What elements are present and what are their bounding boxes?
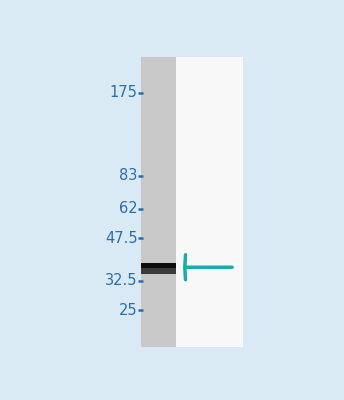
Text: 62: 62 — [119, 201, 138, 216]
Bar — [141, 268, 176, 274]
Text: 25: 25 — [119, 302, 138, 318]
Text: 175: 175 — [110, 85, 138, 100]
Bar — [141, 262, 176, 268]
Bar — [141, 57, 176, 347]
Bar — [176, 57, 243, 347]
Text: 83: 83 — [119, 168, 138, 184]
Text: 32.5: 32.5 — [105, 273, 138, 288]
Text: 47.5: 47.5 — [105, 231, 138, 246]
